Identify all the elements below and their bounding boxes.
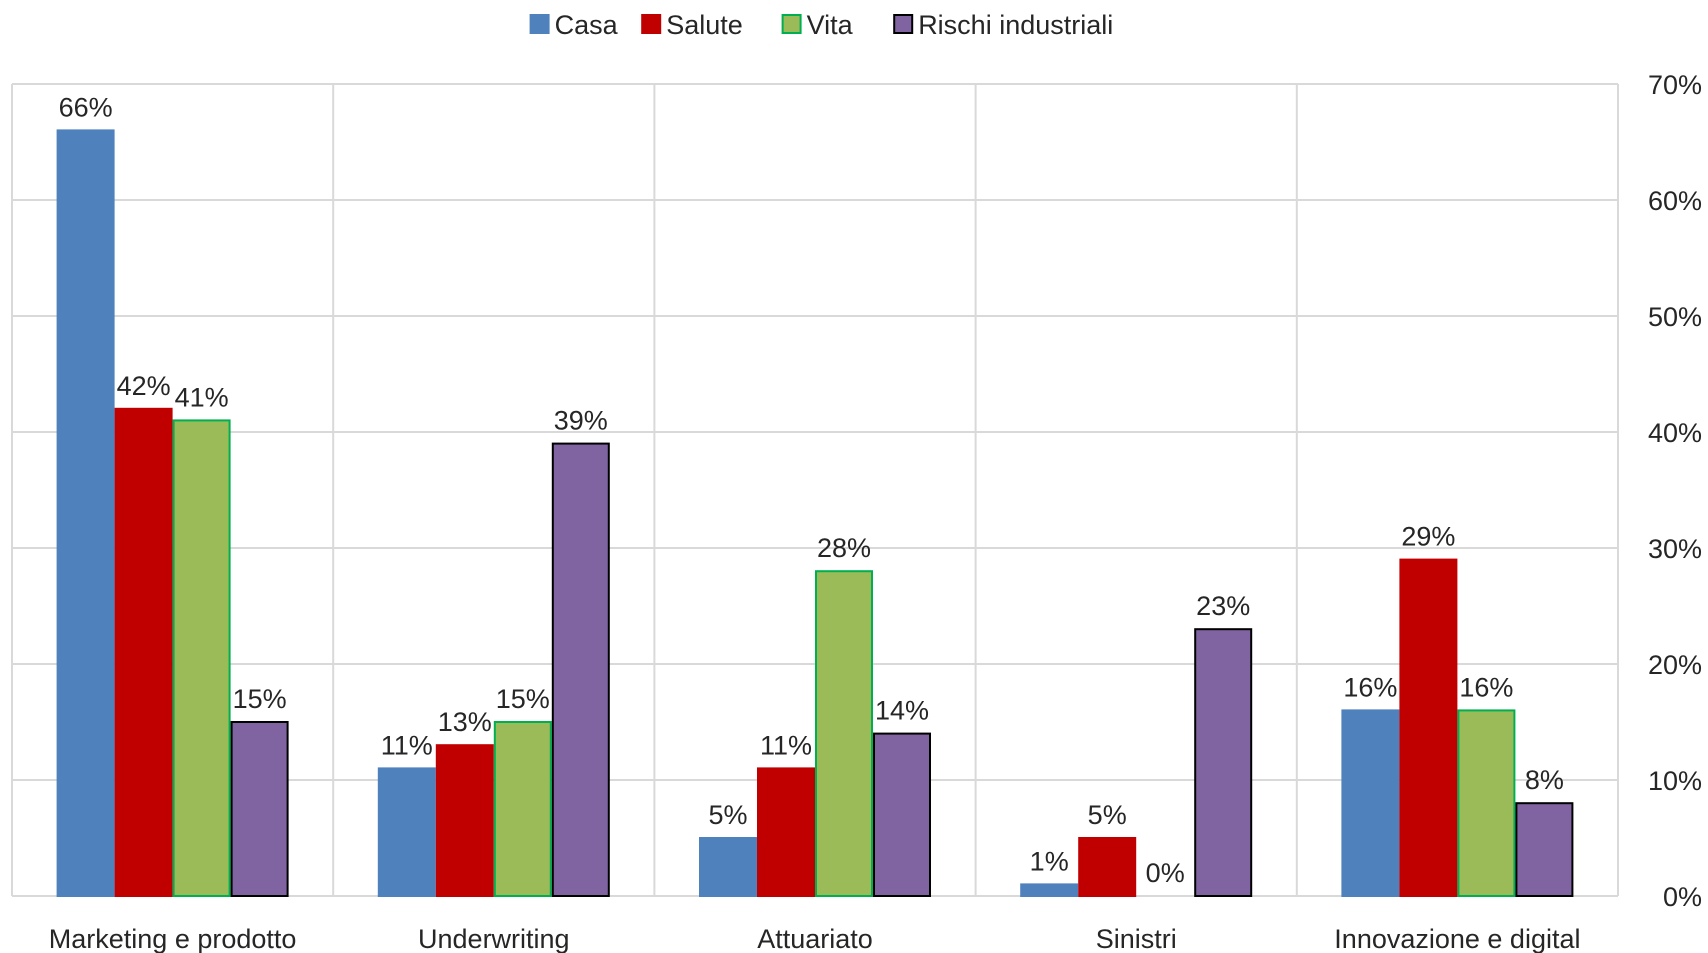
x-category-label: Attuariato	[757, 924, 873, 953]
data-label: 29%	[1401, 522, 1455, 552]
bar-salute-2	[435, 744, 494, 898]
bar-casa-3	[699, 837, 757, 897]
x-category-label: Marketing e prodotto	[49, 924, 297, 953]
data-label: 8%	[1525, 765, 1564, 795]
data-label: 11%	[381, 730, 433, 760]
grid	[11, 83, 1619, 897]
data-label: 5%	[1088, 800, 1127, 830]
y-tick-label: 60%	[1648, 186, 1702, 216]
y-axis-ticks: 0% 10% 20% 30% 40% 50% 60% 70%	[1648, 70, 1702, 912]
data-labels: 66%42% 41%15%11%13%15%39%5%11%28%14%1%5%0…	[59, 92, 1564, 888]
data-label: 14%	[875, 696, 929, 726]
data-label: 15%	[496, 684, 550, 714]
legend-swatch	[781, 14, 802, 34]
legend-swatch	[893, 14, 914, 34]
data-label: 5%	[708, 800, 747, 830]
x-category-label: Sinistri	[1096, 924, 1177, 953]
bar-rischi-industriali-5	[1515, 802, 1574, 898]
legend-label: Casa	[555, 10, 619, 40]
legend-label: Salute	[666, 10, 743, 40]
y-tick-label: 40%	[1648, 418, 1702, 448]
data-label: 28%	[817, 533, 871, 563]
y-tick-label: 0%	[1663, 882, 1702, 912]
y-tick-label: 10%	[1648, 766, 1702, 796]
y-tick-label: 30%	[1648, 534, 1702, 564]
bar-salute-1	[114, 407, 173, 897]
legend-label: Vita	[807, 10, 854, 40]
x-axis-labels: Marketing e prodotto Underwriting Attuaria…	[49, 924, 1581, 953]
legend-item-rischi-industriali: Rischi industriali	[893, 10, 1113, 40]
data-label: 39%	[554, 406, 608, 436]
bar-rischi-industriali-4	[1194, 628, 1253, 897]
legend-swatch	[529, 14, 550, 34]
data-label: 1%	[1030, 846, 1069, 876]
bar-salute-4	[1078, 837, 1137, 897]
x-category-label: Underwriting	[418, 924, 570, 953]
bar-salute-3	[757, 767, 815, 898]
legend-label: Rischi industriali	[918, 10, 1113, 40]
data-label: 11%	[760, 730, 812, 760]
data-label: 23%	[1196, 591, 1250, 621]
data-label: 66%	[59, 92, 113, 122]
y-tick-label: 20%	[1648, 650, 1702, 680]
legend: Casa Salute Vita Rischi industriali	[529, 10, 1113, 40]
bar-rischi-industriali-3	[873, 732, 931, 897]
bar-vita-1	[172, 419, 231, 897]
bar-casa-4	[1020, 883, 1079, 898]
bar-vita-3	[815, 570, 873, 897]
bar-casa-1	[56, 129, 115, 897]
x-category-label: Innovazione e digital	[1334, 924, 1580, 953]
bar-casa-5	[1341, 709, 1400, 898]
bar-casa-2	[377, 767, 436, 898]
data-label: 16%	[1459, 672, 1513, 702]
bar-vita-5	[1457, 709, 1516, 898]
data-label: 15%	[233, 684, 287, 714]
data-label: 41%	[175, 382, 229, 412]
bars	[56, 129, 1574, 898]
bar-rischi-industriali-2	[551, 442, 610, 897]
y-tick-label: 70%	[1648, 70, 1702, 100]
data-label: 16%	[1343, 672, 1397, 702]
bar-rischi-industriali-1	[230, 721, 289, 897]
data-label: 0%	[1146, 858, 1185, 888]
legend-item-casa: Casa	[529, 10, 619, 40]
bar-vita-2	[493, 721, 552, 897]
data-label: 42%	[117, 371, 171, 401]
legend-swatch	[641, 14, 662, 34]
legend-item-salute: Salute	[641, 10, 743, 40]
bar-salute-5	[1399, 558, 1458, 897]
data-label: 13%	[438, 707, 492, 737]
legend-item-vita: Vita	[781, 10, 854, 40]
y-tick-label: 50%	[1648, 302, 1702, 332]
